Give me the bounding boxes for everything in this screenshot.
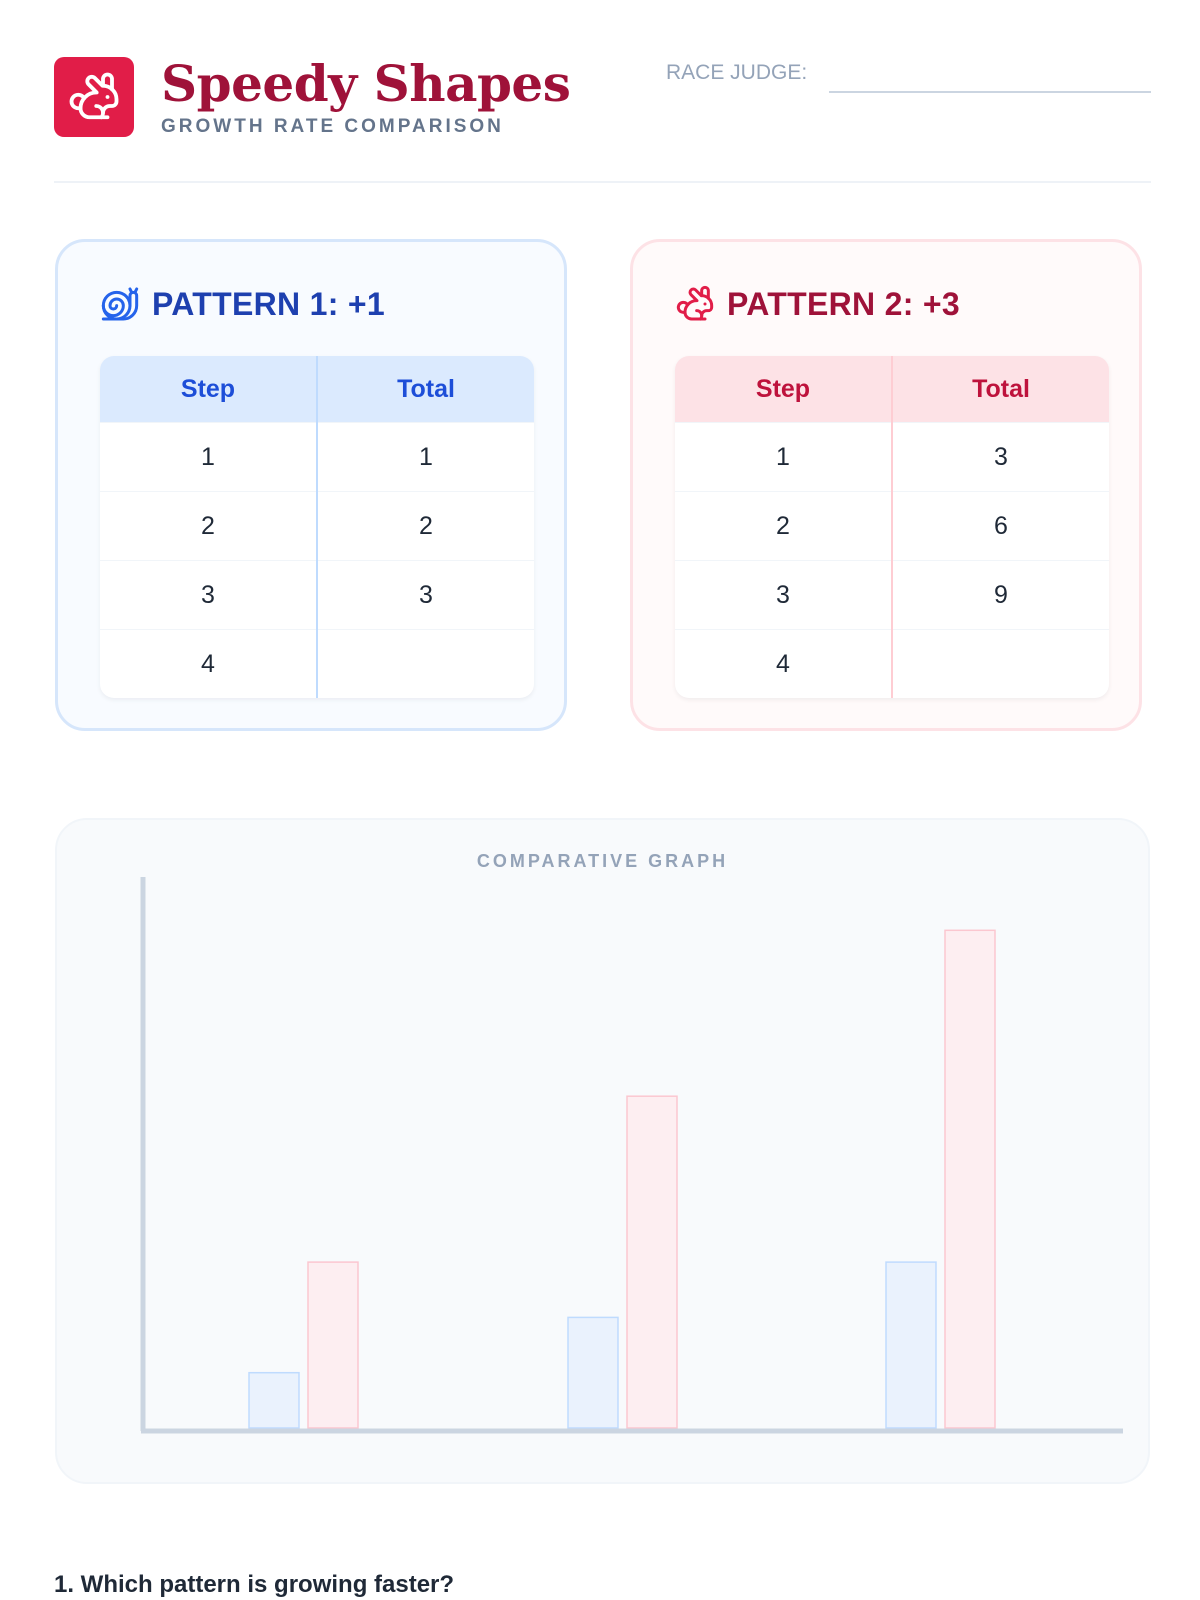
page-subtitle: GROWTH RATE COMPARISON — [161, 116, 504, 137]
step-cell: 2 — [100, 491, 318, 561]
pattern-1-header: PATTERN 1: +1 — [100, 284, 385, 324]
table-row: 2 6 — [675, 491, 1109, 561]
step-cell: 2 — [675, 491, 893, 561]
table-row: 2 2 — [100, 491, 534, 561]
step-cell: 1 — [675, 422, 893, 492]
pattern-1-card: PATTERN 1: +1 Step Total 1 1 2 2 3 — [55, 239, 567, 731]
table-row: 3 9 — [675, 560, 1109, 630]
graph-title: COMPARATIVE GRAPH — [476, 851, 729, 871]
race-judge-field[interactable] — [829, 91, 1151, 93]
step-cell: 3 — [100, 560, 318, 630]
total-cell: 2 — [317, 491, 534, 561]
bar-pattern-2-step-1 — [307, 1261, 359, 1429]
bar-pattern-1-step-2 — [567, 1316, 619, 1429]
header-divider — [54, 181, 1151, 183]
table-row: 3 3 — [100, 560, 534, 630]
total-answer-cell[interactable] — [892, 629, 1109, 698]
snail-icon — [101, 287, 139, 321]
comparative-graph-card: COMPARATIVE GRAPH — [55, 818, 1150, 1484]
step-cell: 3 — [675, 560, 893, 630]
bar-pattern-2-step-3 — [944, 929, 996, 1429]
bar-pattern-1-step-3 — [885, 1261, 937, 1429]
page-title: Speedy Shapes — [161, 54, 571, 113]
total-cell: 9 — [892, 560, 1109, 630]
race-judge-label: RACE JUDGE: — [666, 61, 808, 84]
step-cell: 1 — [100, 422, 318, 492]
total-cell: 3 — [892, 422, 1109, 492]
total-cell: 6 — [892, 491, 1109, 561]
bar-pattern-1-step-1 — [248, 1371, 300, 1429]
logo — [54, 57, 134, 137]
pattern-2-card: PATTERN 2: +3 Step Total 1 3 2 6 3 — [630, 239, 1142, 731]
column-header-step: Step — [675, 356, 893, 423]
pattern-1-table: Step Total 1 1 2 2 3 3 4 — [100, 356, 534, 698]
total-cell: 3 — [317, 560, 534, 630]
pattern-2-table: Step Total 1 3 2 6 3 9 4 — [675, 356, 1109, 698]
rabbit-icon — [69, 72, 119, 120]
pattern-1-title: PATTERN 1: +1 — [152, 285, 385, 322]
pattern-2-header: PATTERN 2: +3 — [675, 284, 960, 324]
step-cell: 4 — [675, 629, 893, 698]
table-row: 1 1 — [100, 422, 534, 492]
rabbit-icon — [676, 285, 714, 321]
table-row: 1 3 — [675, 422, 1109, 492]
total-answer-cell[interactable] — [317, 629, 534, 698]
pattern-2-title: PATTERN 2: +3 — [727, 285, 960, 322]
table-row: 4 — [100, 629, 534, 698]
total-cell: 1 — [317, 422, 534, 492]
column-header-total: Total — [892, 356, 1109, 423]
column-header-total: Total — [317, 356, 534, 423]
column-header-step: Step — [100, 356, 318, 423]
comparative-bar-chart — [140, 877, 1123, 1434]
question-1: 1. Which pattern is growing faster? — [54, 1571, 455, 1598]
bar-pattern-2-step-2 — [626, 1095, 678, 1429]
table-row: 4 — [675, 629, 1109, 698]
step-cell: 4 — [100, 629, 318, 698]
